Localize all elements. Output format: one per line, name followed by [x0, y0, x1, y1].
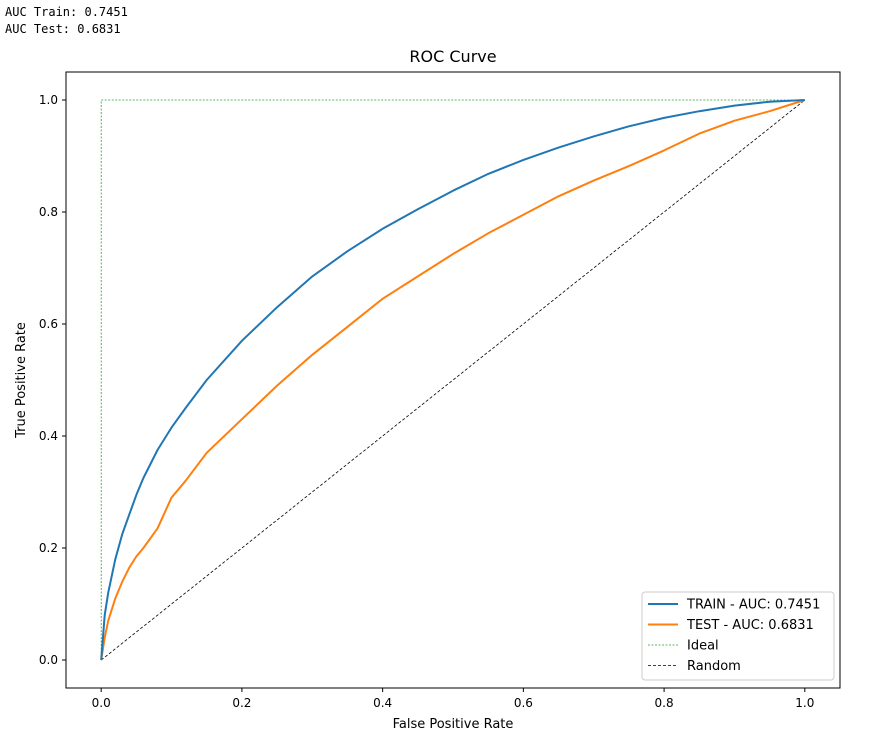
series-line-train: [100, 99, 805, 661]
legend-box: [641, 591, 835, 681]
x-tick-label: 0.8: [655, 696, 674, 710]
chart-title: ROC Curve: [409, 47, 496, 66]
y-tick-label: 0.0: [39, 653, 58, 667]
legend-label-train: TRAIN - AUC: 0.7451: [686, 598, 820, 613]
console-line-test-auc: AUC Test: 0.6831: [5, 22, 121, 36]
y-axis-label: True Positive Rate: [14, 322, 29, 439]
x-tick-label: 0.4: [373, 696, 392, 710]
y-tick-label: 0.6: [39, 317, 58, 331]
y-tick-label: 1.0: [39, 93, 58, 107]
x-axis-ticks: 0.0 0.2 0.4 0.6 0.8 1.0: [92, 688, 814, 710]
y-tick-label: 0.8: [39, 205, 58, 219]
legend-label-test: TEST - AUC: 0.6831: [686, 618, 814, 633]
console-output: AUC Train: 0.7451 AUC Test: 0.6831: [5, 4, 128, 38]
x-tick-label: 1.0: [795, 696, 814, 710]
x-tick-label: 0.6: [514, 696, 533, 710]
legend-label-random: Random: [687, 659, 741, 674]
legend: TRAIN - AUC: 0.7451 TEST - AUC: 0.6831 Ide…: [641, 591, 835, 681]
axes-frame: [65, 71, 841, 689]
x-axis-label: False Positive Rate: [393, 717, 514, 732]
series-line-test: [100, 99, 806, 661]
series-layer: [100, 99, 806, 661]
x-tick-label: 0.2: [232, 696, 251, 710]
plot-area: 0.0 0.2 0.4 0.6 0.8 1.0 0.0 0.2 0.4 0.6 0.8 1.0: [39, 71, 841, 710]
series-line-ideal: [100, 99, 805, 660]
console-line-train-auc: AUC Train: 0.7451: [5, 5, 128, 19]
y-tick-label: 0.4: [39, 429, 58, 443]
legend-label-ideal: Ideal: [687, 639, 719, 654]
x-tick-label: 0.0: [92, 696, 111, 710]
y-axis-ticks: 0.0 0.2 0.4 0.6 0.8 1.0: [39, 93, 66, 667]
y-tick-label: 0.2: [39, 541, 58, 555]
